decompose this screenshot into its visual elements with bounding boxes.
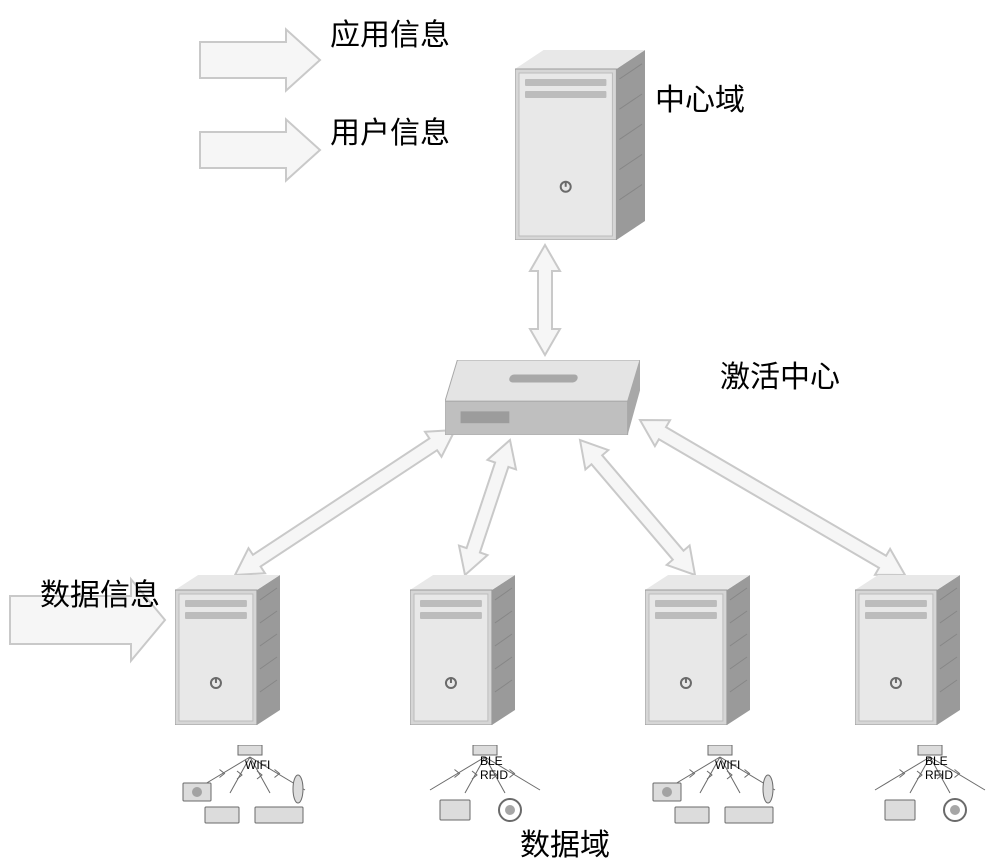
- data-server-2: [410, 575, 515, 725]
- sensor-cluster-3: WIFI: [645, 745, 795, 830]
- svg-text:RFID: RFID: [925, 768, 953, 782]
- activation-hub: [445, 360, 640, 435]
- label-data-info: 数据信息: [40, 570, 160, 614]
- data-server-3: [645, 575, 750, 725]
- label-user-info: 用户信息: [330, 108, 450, 152]
- sensor-cluster-1: WIFI: [175, 745, 325, 830]
- label-app-info: 应用信息: [330, 10, 450, 54]
- data-server-1: [175, 575, 280, 725]
- svg-text:WIFI: WIFI: [715, 758, 740, 772]
- sensor-cluster-4: BLERFID: [855, 745, 1000, 830]
- svg-text:RFID: RFID: [480, 768, 508, 782]
- sensor-cluster-2: BLERFID: [410, 745, 560, 830]
- label-center-domain: 中心域: [655, 75, 745, 119]
- svg-text:BLE: BLE: [925, 754, 948, 768]
- label-activation-center: 激活中心: [720, 352, 840, 396]
- svg-text:BLE: BLE: [480, 754, 503, 768]
- diagram-canvas: WIFI BLERFID WIFI BLERFID 应用信息 用户信息 中心域 …: [0, 0, 1000, 865]
- svg-text:WIFI: WIFI: [245, 758, 270, 772]
- center-server: [515, 50, 645, 240]
- label-data-domain: 数据域: [520, 820, 610, 864]
- data-server-4: [855, 575, 960, 725]
